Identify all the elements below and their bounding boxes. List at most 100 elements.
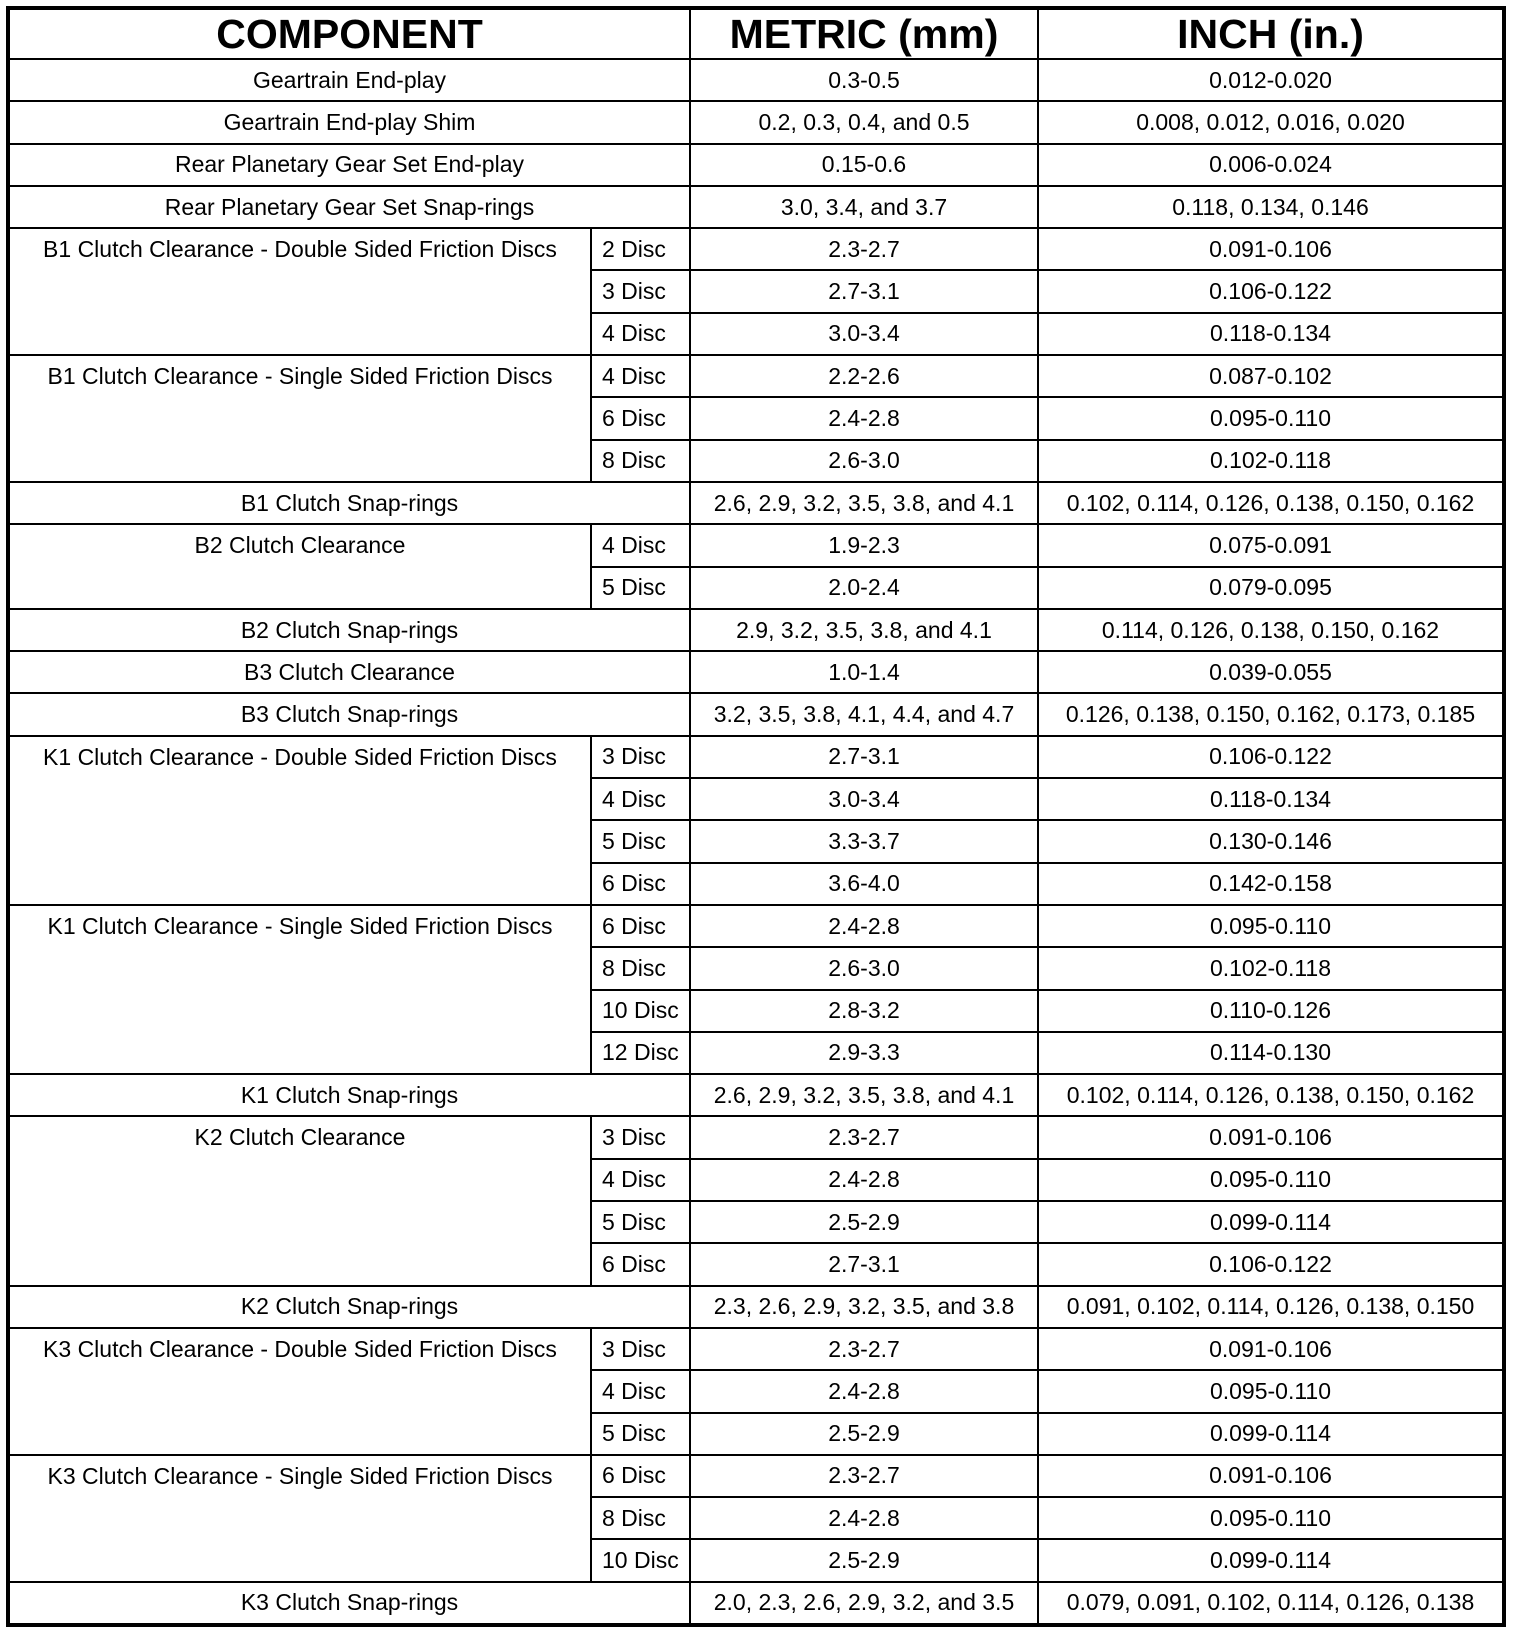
table-row: B2 Clutch Clearance 4 Disc 1.9-2.3 0.075-0.… bbox=[7, 523, 1505, 610]
metric-cell: 2.0-2.4 bbox=[689, 565, 1039, 610]
metric-cell: 2.9-3.3 bbox=[689, 1030, 1039, 1076]
metric-cell: 3.0-3.4 bbox=[689, 777, 1039, 822]
table-row: K3 Clutch Clearance - Double Sided Frict… bbox=[7, 1326, 1505, 1456]
header-row: COMPONENT METRIC (mm) INCH (in.) bbox=[7, 7, 1505, 60]
table-row: 5 Disc 2.5-2.9 0.099-0.114 bbox=[8, 1200, 1505, 1245]
inch-cell: 0.102-0.118 bbox=[1037, 946, 1505, 991]
metric-cell: 2.3-2.7 bbox=[689, 1453, 1039, 1499]
inch-cell: 0.095-0.110 bbox=[1037, 903, 1505, 949]
table-row: Geartrain End-play Shim 0.2, 0.3, 0.4, an… bbox=[7, 100, 1505, 145]
header-metric: METRIC (mm) bbox=[689, 7, 1039, 60]
inch-cell: 0.095-0.110 bbox=[1037, 1157, 1505, 1203]
disc-count-cell: 10 Disc bbox=[590, 1538, 691, 1583]
metric-cell: 1.9-2.3 bbox=[689, 523, 1039, 568]
metric-cell: 2.4-2.8 bbox=[689, 1157, 1039, 1203]
table-row: 5 Disc 3.3-3.7 0.130-0.146 bbox=[8, 819, 1505, 864]
inch-cell: 0.091, 0.102, 0.114, 0.126, 0.138, 0.150 bbox=[1037, 1284, 1505, 1329]
inch-cell: 0.106-0.122 bbox=[1037, 1242, 1505, 1287]
component-cell: K1 Clutch Clearance - Double Sided Frict… bbox=[7, 734, 592, 906]
table-row: Geartrain End-play 0.3-0.5 0.012-0.020 bbox=[7, 57, 1505, 103]
metric-cell: 1.0-1.4 bbox=[689, 650, 1039, 695]
component-cell: K3 Clutch Snap-rings bbox=[7, 1580, 691, 1626]
table-row: 8 Disc 2.6-3.0 0.102-0.118 bbox=[8, 438, 1505, 483]
metric-cell: 3.3-3.7 bbox=[689, 819, 1039, 864]
table-row: K3 Clutch Clearance - Single Sided Frict… bbox=[7, 1453, 1505, 1583]
component-cell: Rear Planetary Gear Set Snap-rings bbox=[7, 184, 691, 230]
component-cell: B1 Clutch Clearance - Single Sided Frict… bbox=[7, 354, 592, 483]
inch-cell: 0.091-0.106 bbox=[1037, 1326, 1505, 1372]
disc-count-cell: 10 Disc bbox=[590, 988, 691, 1033]
component-cell: B2 Clutch Snap-rings bbox=[7, 607, 691, 653]
disc-count-cell: 4 Disc bbox=[590, 311, 691, 357]
inch-cell: 0.006-0.024 bbox=[1037, 142, 1505, 187]
inch-cell: 0.091-0.106 bbox=[1037, 1453, 1505, 1499]
inch-cell: 0.126, 0.138, 0.150, 0.162, 0.173, 0.185 bbox=[1037, 692, 1505, 737]
inch-cell: 0.118-0.134 bbox=[1037, 311, 1505, 357]
metric-cell: 0.3-0.5 bbox=[689, 57, 1039, 103]
table-row: B3 Clutch Snap-rings 3.2, 3.5, 3.8, 4.1, … bbox=[7, 692, 1505, 737]
inch-cell: 0.099-0.114 bbox=[1037, 1200, 1505, 1245]
disc-count-cell: 6 Disc bbox=[590, 1242, 691, 1287]
component-cell: B3 Clutch Clearance bbox=[7, 650, 691, 695]
table-row: K1 Clutch Snap-rings 2.6, 2.9, 3.2, 3.5, … bbox=[7, 1073, 1505, 1118]
table-row: K2 Clutch Clearance 3 Disc 2.3-2.7 0.091-0.… bbox=[7, 1115, 1505, 1287]
table-row: 5 Disc 2.0-2.4 0.079-0.095 bbox=[8, 565, 1505, 610]
component-cell: K1 Clutch Clearance - Single Sided Frict… bbox=[7, 903, 592, 1076]
metric-cell: 2.5-2.9 bbox=[689, 1200, 1039, 1245]
metric-cell: 3.0, 3.4, and 3.7 bbox=[689, 184, 1039, 230]
table-body: Geartrain End-play 0.3-0.5 0.012-0.020 Gear… bbox=[7, 57, 1505, 1626]
component-cell: B3 Clutch Snap-rings bbox=[7, 692, 691, 737]
header-inch: INCH (in.) bbox=[1037, 7, 1505, 60]
table-row: K3 Clutch Snap-rings 2.0, 2.3, 2.6, 2.9, … bbox=[7, 1580, 1505, 1626]
inch-cell: 0.118, 0.134, 0.146 bbox=[1037, 184, 1505, 230]
metric-cell: 2.7-3.1 bbox=[689, 269, 1039, 314]
inch-cell: 0.091-0.106 bbox=[1037, 1115, 1505, 1160]
table-row: 8 Disc 2.6-3.0 0.102-0.118 bbox=[8, 946, 1505, 991]
disc-count-cell: 5 Disc bbox=[590, 1411, 691, 1456]
table-row: 4 Disc 3.0-3.4 0.118-0.134 bbox=[8, 311, 1505, 357]
disc-count-cell: 3 Disc bbox=[590, 1326, 691, 1372]
component-cell: K3 Clutch Clearance - Double Sided Frict… bbox=[7, 1326, 592, 1456]
metric-cell: 2.6, 2.9, 3.2, 3.5, 3.8, and 4.1 bbox=[689, 480, 1039, 526]
disc-count-cell: 8 Disc bbox=[590, 438, 691, 483]
disc-count-cell: 4 Disc bbox=[590, 523, 691, 568]
inch-cell: 0.095-0.110 bbox=[1037, 1369, 1505, 1414]
metric-cell: 3.2, 3.5, 3.8, 4.1, 4.4, and 4.7 bbox=[689, 692, 1039, 737]
metric-cell: 2.5-2.9 bbox=[689, 1411, 1039, 1456]
disc-count-cell: 3 Disc bbox=[590, 1115, 691, 1160]
table-row: B2 Clutch Snap-rings 2.9, 3.2, 3.5, 3.8, … bbox=[7, 607, 1505, 653]
disc-count-cell: 4 Disc bbox=[590, 354, 691, 399]
component-cell: B2 Clutch Clearance bbox=[7, 523, 592, 610]
header-component: COMPONENT bbox=[7, 7, 691, 60]
disc-count-cell: 8 Disc bbox=[590, 946, 691, 991]
table-row: 6 Disc 2.4-2.8 0.095-0.110 bbox=[8, 396, 1505, 441]
component-cell: Rear Planetary Gear Set End-play bbox=[7, 142, 691, 187]
component-cell: K1 Clutch Snap-rings bbox=[7, 1073, 691, 1118]
metric-cell: 2.4-2.8 bbox=[689, 1369, 1039, 1414]
disc-count-cell: 5 Disc bbox=[590, 1200, 691, 1245]
inch-cell: 0.114-0.130 bbox=[1037, 1030, 1505, 1076]
metric-cell: 2.6-3.0 bbox=[689, 946, 1039, 991]
inch-cell: 0.008, 0.012, 0.016, 0.020 bbox=[1037, 100, 1505, 145]
metric-cell: 0.2, 0.3, 0.4, and 0.5 bbox=[689, 100, 1039, 145]
inch-cell: 0.099-0.114 bbox=[1037, 1411, 1505, 1456]
inch-cell: 0.087-0.102 bbox=[1037, 354, 1505, 399]
metric-cell: 2.3-2.7 bbox=[689, 1115, 1039, 1160]
table-row: 6 Disc 3.6-4.0 0.142-0.158 bbox=[8, 861, 1505, 906]
metric-cell: 2.0, 2.3, 2.6, 2.9, 3.2, and 3.5 bbox=[689, 1580, 1039, 1626]
metric-cell: 2.2-2.6 bbox=[689, 354, 1039, 399]
table-row: 4 Disc 2.4-2.8 0.095-0.110 bbox=[8, 1369, 1505, 1414]
disc-count-cell: 3 Disc bbox=[590, 269, 691, 314]
table-row: 5 Disc 2.5-2.9 0.099-0.114 bbox=[8, 1411, 1505, 1456]
inch-cell: 0.075-0.091 bbox=[1037, 523, 1505, 568]
inch-cell: 0.039-0.055 bbox=[1037, 650, 1505, 695]
disc-count-cell: 6 Disc bbox=[590, 903, 691, 949]
specifications-table: COMPONENT METRIC (mm) INCH (in.) Geartra… bbox=[6, 6, 1506, 1627]
inch-cell: 0.095-0.110 bbox=[1037, 1496, 1505, 1541]
disc-count-cell: 5 Disc bbox=[590, 565, 691, 610]
metric-cell: 2.6, 2.9, 3.2, 3.5, 3.8, and 4.1 bbox=[689, 1073, 1039, 1118]
metric-cell: 3.0-3.4 bbox=[689, 311, 1039, 357]
metric-cell: 2.9, 3.2, 3.5, 3.8, and 4.1 bbox=[689, 607, 1039, 653]
metric-cell: 2.3, 2.6, 2.9, 3.2, 3.5, and 3.8 bbox=[689, 1284, 1039, 1329]
inch-cell: 0.114, 0.126, 0.138, 0.150, 0.162 bbox=[1037, 607, 1505, 653]
